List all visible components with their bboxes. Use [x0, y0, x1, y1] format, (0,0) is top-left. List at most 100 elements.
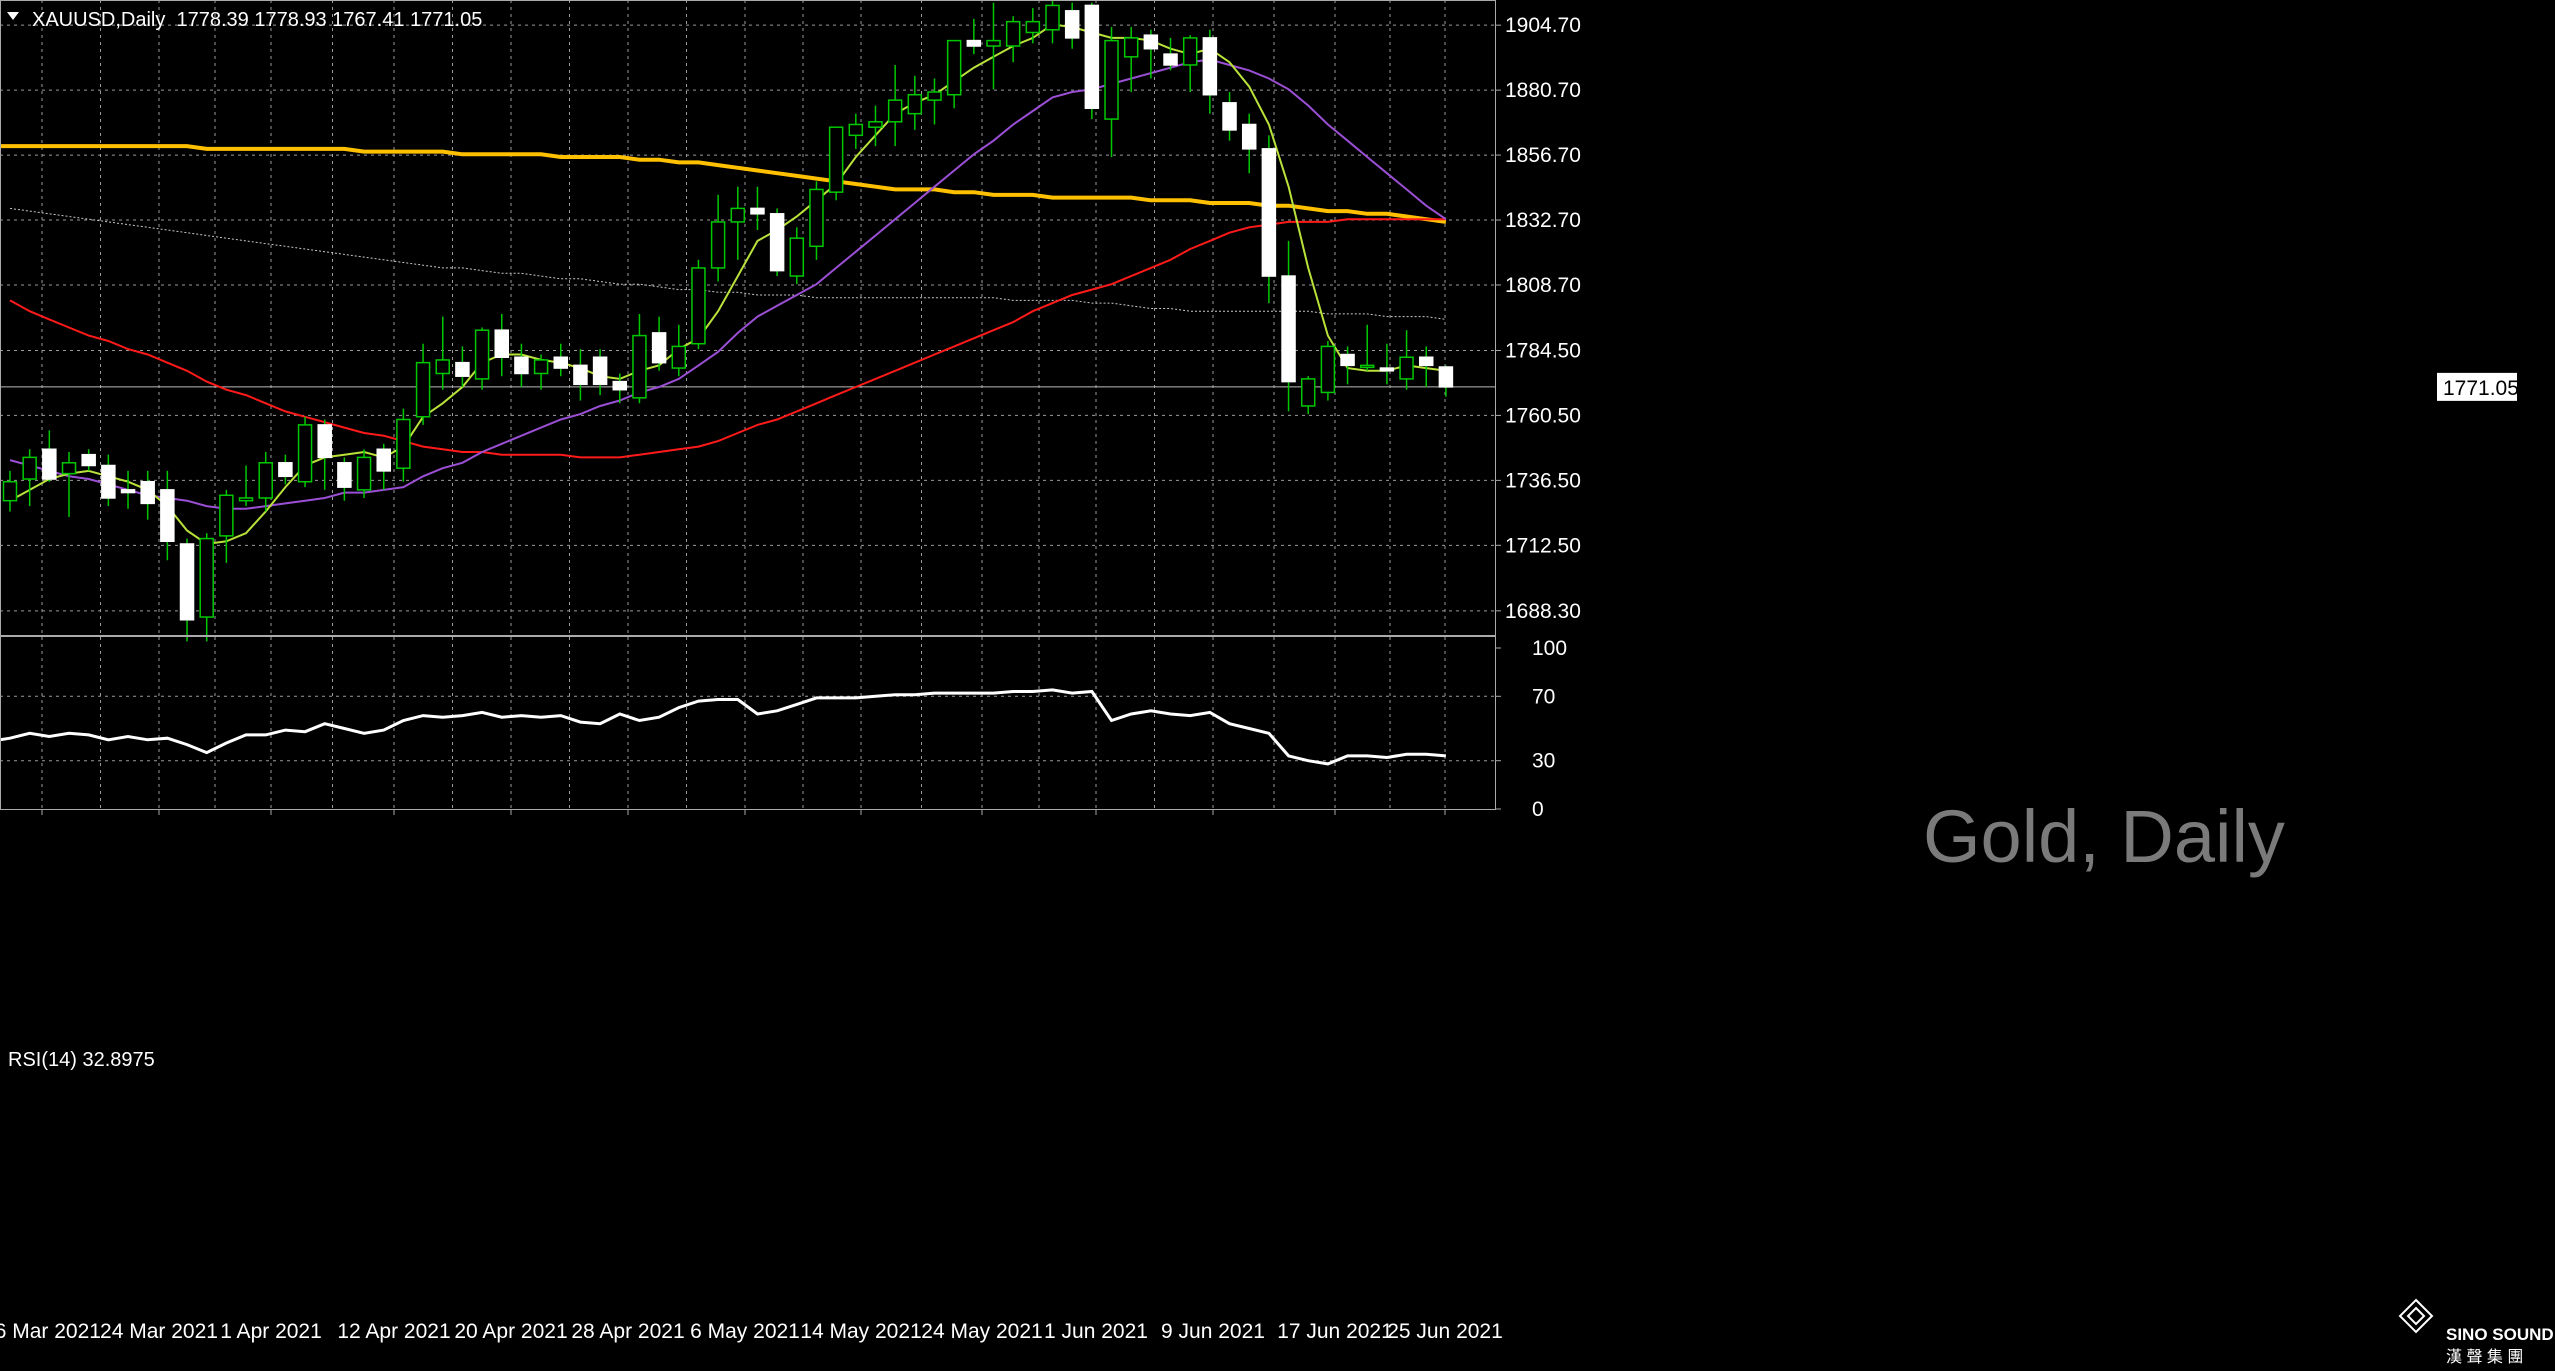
bull-candle-body: [61, 462, 77, 475]
bull-candle-body: [691, 267, 706, 345]
bull-candle-body: [730, 207, 746, 223]
x-tick-label: 24 Mar 2021: [100, 1320, 218, 1343]
y-tick-label: 1808.70: [1505, 274, 1581, 297]
candle: [474, 327, 490, 390]
candle: [809, 181, 824, 260]
y-tick-label: 1904.70: [1505, 14, 1581, 37]
candle: [179, 538, 195, 642]
current-price-box: [2437, 372, 2517, 401]
bear-candle-body: [1340, 353, 1355, 367]
bull-candle-body: [238, 497, 254, 502]
bull-candle-body: [533, 359, 549, 375]
candle: [691, 259, 706, 350]
candle: [22, 449, 37, 507]
candle: [966, 18, 982, 55]
candle: [592, 349, 608, 396]
bear-candle-body: [1241, 123, 1257, 150]
bear-candle-body: [1143, 34, 1159, 50]
bull-candle-body: [1300, 378, 1316, 407]
candle: [120, 470, 136, 509]
candle: [160, 470, 175, 561]
bear-candle-body: [120, 489, 136, 494]
candle: [887, 64, 903, 147]
rsi-header: RSI(14) 32.8975: [8, 1049, 155, 1071]
rsi-y-tick-label: 30: [1532, 750, 1555, 773]
bull-candle-body: [219, 494, 234, 537]
bull-candle-body: [986, 39, 1001, 47]
bear-candle-body: [612, 380, 628, 391]
bear-candle-body: [42, 448, 57, 480]
candle: [42, 430, 57, 482]
candle: [1104, 27, 1119, 157]
bull-candle-body: [435, 359, 450, 375]
candle: [828, 126, 844, 201]
bull-candle-body: [1399, 356, 1414, 380]
rsi-y-tick-label: 70: [1532, 685, 1555, 708]
bull-candle-body: [1045, 4, 1060, 31]
bull-candle-body: [2, 480, 18, 502]
watermark: Gold, Daily: [1923, 795, 2285, 878]
candle: [612, 373, 628, 404]
bull-candle-body: [1025, 20, 1041, 34]
bear-candle-body: [140, 480, 155, 505]
candle: [573, 349, 588, 401]
rsi-line: [0, 688, 1447, 766]
candle: [199, 533, 214, 642]
candle: [1143, 29, 1159, 79]
ma-200-line: [0, 144, 1447, 224]
bear-candle-body: [179, 543, 195, 621]
candle: [986, 2, 1001, 90]
triangle-down-icon[interactable]: [7, 12, 19, 20]
candle: [297, 416, 313, 488]
bear-candle-body: [317, 424, 332, 459]
ma-red-line: [9, 218, 1446, 459]
candle: [337, 457, 352, 501]
candle: [848, 113, 864, 149]
bear-candle-body: [278, 462, 293, 478]
bull-candle-body: [415, 361, 431, 418]
bear-candle-body: [1379, 367, 1395, 372]
bear-candle-body: [1064, 10, 1080, 39]
candle: [219, 489, 234, 563]
candle: [435, 316, 450, 390]
candle: [1005, 16, 1021, 63]
bull-candle-body: [1320, 345, 1336, 394]
rsi-y-tick-label: 0: [1532, 798, 1544, 821]
logo-inner-diamond-icon: [2406, 1306, 2426, 1326]
x-tick-label: 9 Jun 2021: [1161, 1320, 1265, 1343]
candle: [455, 346, 470, 388]
candle: [1438, 365, 1454, 397]
candle: [1418, 346, 1434, 388]
bull-candle-body: [297, 424, 313, 483]
current-price-marker: 1771.05: [2437, 372, 2519, 401]
candle: [258, 451, 273, 512]
symbol-ohlc-text: XAUUSD,Daily 1778.39 1778.93 1767.41 177…: [32, 9, 482, 31]
x-tick-label: 17 Jun 2021: [1277, 1320, 1393, 1343]
bull-candle-body: [356, 456, 372, 491]
candle: [750, 186, 765, 231]
x-tick-label: 20 Apr 2021: [454, 1320, 567, 1343]
candle: [927, 78, 942, 125]
bull-candle-body: [887, 99, 903, 123]
candle: [1222, 92, 1237, 141]
bear-candle-body: [592, 356, 608, 386]
candle: [730, 186, 746, 260]
candle: [1359, 324, 1375, 371]
candle: [1281, 240, 1296, 412]
bull-candle-body: [22, 456, 37, 480]
rsi-panel: [0, 688, 1447, 766]
x-tick-label: 16 Mar 2021: [0, 1320, 101, 1343]
candle: [1084, 2, 1100, 120]
bull-candle-body: [632, 334, 647, 399]
x-tick-label: 12 Apr 2021: [337, 1320, 450, 1343]
bull-candle-body: [828, 126, 844, 193]
candle: [1045, 0, 1060, 44]
candle: [1399, 330, 1414, 390]
ma-100-line: [9, 207, 1446, 320]
bear-candle-body: [1281, 275, 1296, 383]
chart-header: XAUUSD,Daily 1778.39 1778.93 1767.41 177…: [7, 9, 482, 31]
bull-candle-body: [1123, 37, 1139, 58]
candlesticks: [2, 0, 1454, 642]
